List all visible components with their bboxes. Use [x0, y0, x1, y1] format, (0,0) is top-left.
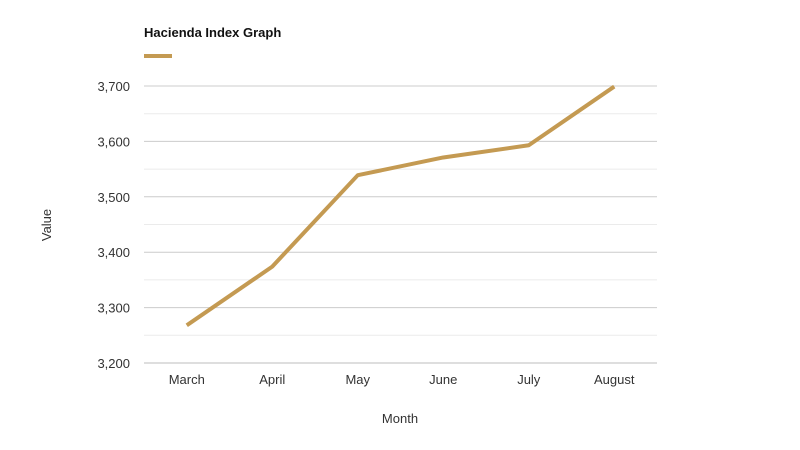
x-axis-label: Month: [382, 411, 418, 426]
y-tick-label: 3,700: [97, 79, 130, 94]
series-line: [185, 84, 616, 327]
series-layer: [185, 84, 616, 327]
y-axis-label: Value: [39, 209, 54, 241]
y-tick-label: 3,400: [97, 245, 130, 260]
x-tick-label: April: [259, 372, 285, 387]
y-tick-label: 3,600: [97, 134, 130, 149]
y-tick-label: 3,200: [97, 356, 130, 371]
x-tick-labels: March April May June July August: [169, 372, 635, 387]
x-tick-label: May: [345, 372, 370, 387]
x-tick-label: March: [169, 372, 205, 387]
grid-lines: [144, 85, 657, 364]
x-tick-label: June: [429, 372, 457, 387]
y-tick-label: 3,500: [97, 190, 130, 205]
chart-title: Hacienda Index Graph: [144, 25, 281, 40]
x-tick-label: August: [594, 372, 635, 387]
x-tick-label: July: [517, 372, 541, 387]
y-tick-label: 3,300: [97, 301, 130, 316]
y-tick-labels: 3,200 3,300 3,400 3,500 3,600 3,700: [97, 79, 130, 371]
